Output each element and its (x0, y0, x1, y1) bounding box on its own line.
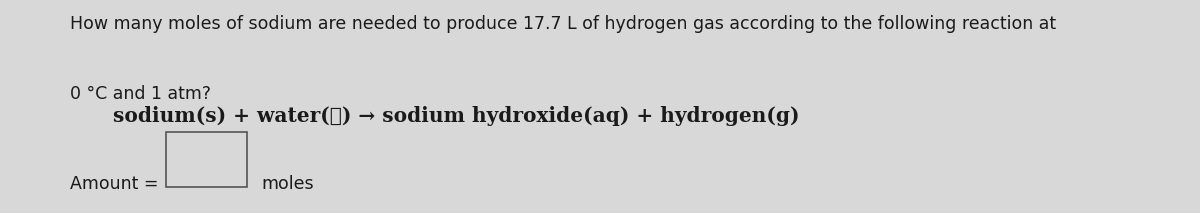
Text: sodium(s) + water(ℓ) → sodium hydroxide(aq) + hydrogen(g): sodium(s) + water(ℓ) → sodium hydroxide(… (113, 106, 799, 127)
Text: How many moles of sodium are needed to produce 17.7 L of hydrogen gas according : How many moles of sodium are needed to p… (70, 15, 1056, 33)
Text: moles: moles (262, 175, 314, 193)
Text: 0 °C and 1 atm?: 0 °C and 1 atm? (70, 85, 211, 103)
Text: Amount =: Amount = (70, 175, 158, 193)
FancyBboxPatch shape (166, 132, 247, 187)
